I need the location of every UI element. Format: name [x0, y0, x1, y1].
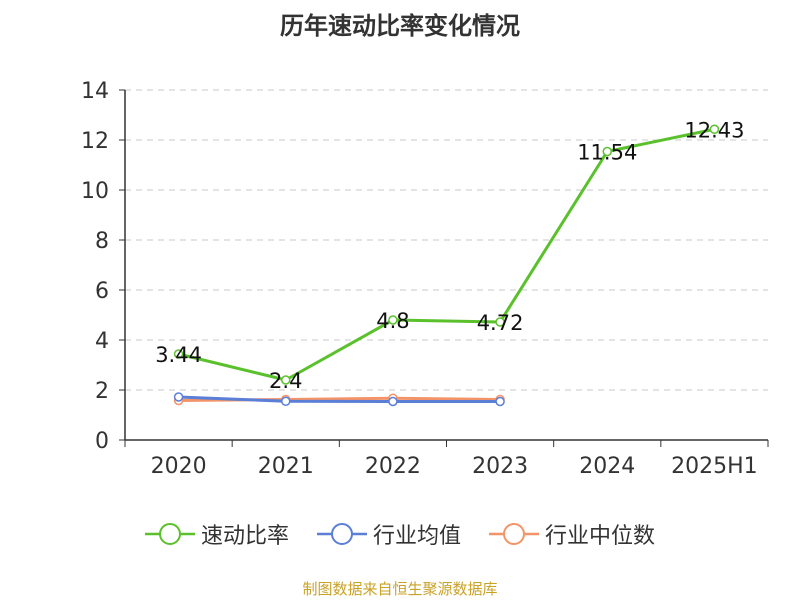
x-tick-label: 2021 — [258, 454, 314, 479]
series-lines — [173, 124, 720, 407]
data-label: 4.8 — [376, 309, 409, 333]
legend-label: 行业中位数 — [545, 524, 656, 549]
data-point — [281, 375, 291, 385]
legend-item: 速动比率 — [144, 518, 289, 550]
series-line — [178, 127, 715, 382]
data-point — [388, 396, 398, 407]
legend: 速动比率 行业均值 行业中位数 — [0, 518, 800, 550]
data-labels: 3.44 2.4 4.8 4.72 11.54 12.43 — [155, 118, 744, 393]
series-line — [178, 395, 501, 403]
y-tick-label: 12 — [81, 129, 109, 154]
axes: 0 2 4 6 8 10 12 14 2020 2021 2022 2023 2024 2025H1 — [81, 79, 769, 479]
data-label: 12.43 — [684, 118, 744, 142]
data-point — [281, 396, 291, 406]
data-label: 4.72 — [477, 311, 524, 335]
data-point — [173, 349, 184, 359]
data-point — [388, 315, 398, 325]
y-tick-label: 2 — [95, 379, 109, 404]
legend-swatch — [489, 523, 539, 545]
legend-label: 行业均值 — [372, 524, 461, 549]
data-point — [495, 396, 505, 407]
data-point — [602, 146, 612, 157]
data-label: 2.4 — [269, 369, 302, 393]
grid-lines — [125, 89, 768, 391]
x-tick-label: 2023 — [472, 454, 528, 479]
y-tick-label: 6 — [95, 279, 109, 304]
x-tick-label: 2022 — [365, 454, 421, 479]
data-label: 11.54 — [577, 141, 637, 165]
legend-item: 行业均值 — [316, 518, 461, 550]
legend-item: 行业中位数 — [489, 518, 655, 550]
y-tick-label: 14 — [81, 79, 109, 104]
x-tick-label: 2020 — [151, 454, 207, 479]
legend-swatch — [144, 523, 195, 545]
y-tick-label: 8 — [95, 229, 109, 254]
x-tick-label: 2025H1 — [671, 454, 758, 479]
y-tick-label: 4 — [95, 329, 109, 354]
legend-label: 速动比率 — [200, 524, 289, 549]
x-tick-label: 2024 — [579, 454, 635, 479]
data-point — [173, 392, 184, 402]
chart-title: 历年速动比率变化情况 — [280, 12, 520, 40]
source-note: 制图数据来自恒生聚源数据库 — [302, 580, 498, 598]
y-tick-label: 0 — [95, 429, 109, 454]
data-point — [495, 317, 505, 327]
legend-swatch — [316, 523, 367, 545]
y-tick-label: 10 — [81, 179, 109, 204]
data-label: 3.44 — [155, 343, 202, 367]
data-point — [709, 124, 720, 134]
